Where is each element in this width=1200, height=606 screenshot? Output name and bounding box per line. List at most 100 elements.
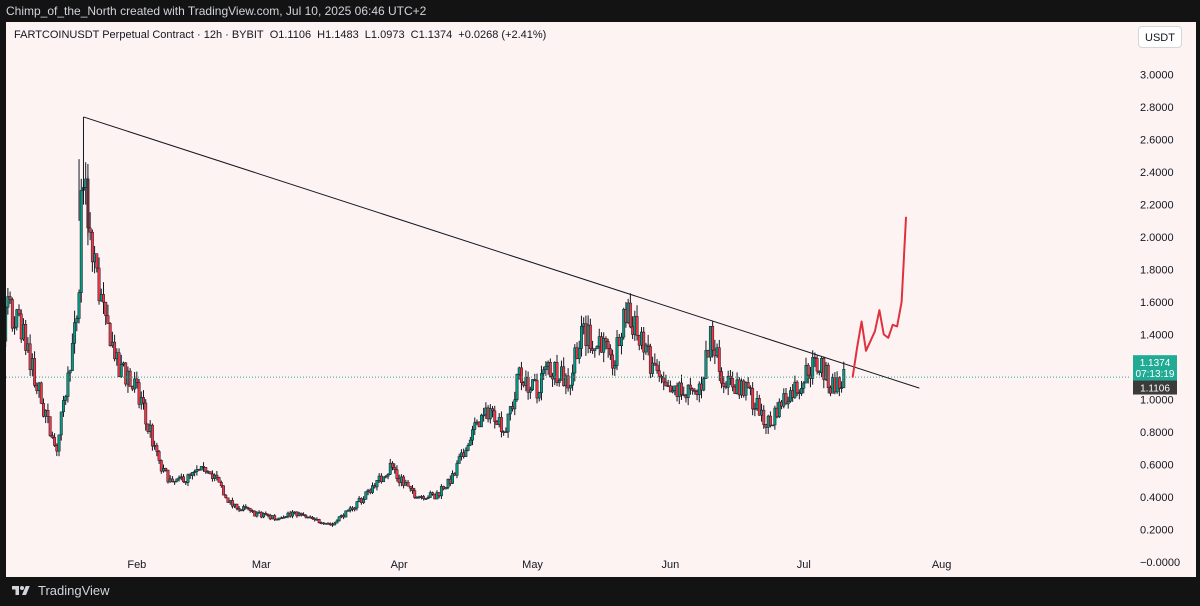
- candle: [8, 291, 12, 304]
- candle: [255, 511, 259, 518]
- candle: [46, 403, 50, 424]
- candle: [66, 366, 70, 403]
- candle: [466, 443, 470, 452]
- candle-body: [128, 370, 132, 387]
- candle: [62, 395, 65, 417]
- candle-body: [571, 372, 575, 386]
- candle: [75, 315, 79, 332]
- candle-body: [75, 318, 79, 323]
- candle-body: [840, 387, 844, 389]
- tradingview-brand[interactable]: TradingView: [10, 583, 110, 598]
- candle-body: [513, 399, 517, 410]
- candle: [671, 385, 675, 394]
- candle: [753, 402, 757, 417]
- candle-body: [762, 409, 766, 425]
- candle-body: [150, 424, 154, 447]
- candle: [444, 487, 448, 490]
- candle-body: [555, 361, 559, 383]
- candle-body: [42, 403, 45, 417]
- y-tick-label: 0.8000: [1140, 427, 1174, 439]
- legend-close: C1.1374: [410, 29, 453, 41]
- candle: [106, 304, 110, 324]
- candle-body: [722, 382, 726, 387]
- candle: [726, 370, 730, 396]
- candle: [402, 475, 406, 489]
- candle-body: [235, 503, 239, 509]
- candle: [262, 512, 266, 519]
- y-tick-label: 2.2000: [1140, 200, 1174, 212]
- legend-open: O1.1106: [269, 29, 312, 41]
- x-tick-label: Feb: [127, 559, 146, 571]
- candle-body: [717, 347, 721, 372]
- candle: [468, 436, 472, 446]
- candle-body: [411, 487, 414, 491]
- currency-button[interactable]: USDT: [1138, 26, 1182, 48]
- candle: [6, 305, 8, 347]
- candle-body: [806, 365, 810, 376]
- candle-body: [17, 309, 21, 315]
- candle: [317, 518, 321, 524]
- x-axis[interactable]: Feb Mar Apr May Jun Jul Aug: [127, 559, 951, 571]
- candle: [680, 374, 683, 400]
- candle-body: [262, 513, 266, 518]
- candle: [33, 351, 37, 388]
- candle-body: [346, 510, 350, 512]
- candle-body: [580, 326, 583, 349]
- candle-body: [786, 400, 790, 405]
- candle: [642, 327, 646, 361]
- candle-body: [671, 390, 675, 393]
- candle-body: [371, 485, 374, 493]
- candle-body: [208, 471, 212, 475]
- candle: [602, 332, 606, 363]
- candle-body: [353, 507, 357, 510]
- candle-body: [170, 478, 174, 482]
- candle: [10, 297, 14, 332]
- candle-body: [248, 508, 252, 511]
- candle: [355, 501, 359, 511]
- x-tick-label: Jun: [662, 559, 680, 571]
- x-tick-label: May: [522, 559, 543, 571]
- candle: [464, 447, 468, 457]
- candle: [615, 330, 619, 371]
- brand-name: TradingView: [38, 583, 110, 598]
- candle-body: [133, 378, 137, 390]
- y-axis[interactable]: 3.20003.00002.80002.60002.40002.20002.00…: [1140, 37, 1180, 569]
- candle-body: [375, 480, 379, 488]
- candle: [208, 471, 212, 475]
- candle-body: [573, 347, 577, 374]
- candle-body: [237, 508, 241, 511]
- candle: [813, 352, 817, 368]
- candle: [375, 480, 379, 491]
- candle-body: [142, 397, 145, 404]
- y-tick-label: 1.4000: [1140, 330, 1174, 342]
- candle: [248, 507, 252, 513]
- candle-body: [531, 379, 535, 391]
- candle: [422, 494, 426, 501]
- candle: [795, 380, 799, 397]
- candle: [622, 307, 626, 340]
- candle: [15, 308, 19, 331]
- candle: [135, 371, 139, 389]
- candle-body: [813, 357, 817, 359]
- price-chart[interactable]: 3.20003.00002.80002.60002.40002.20002.00…: [6, 22, 1196, 577]
- candle: [762, 405, 766, 429]
- candle-body: [384, 475, 388, 478]
- candle: [64, 394, 68, 405]
- candle-body: [428, 492, 432, 498]
- candle: [537, 391, 541, 402]
- candle: [386, 473, 390, 480]
- candle-body: [642, 331, 646, 353]
- candle: [535, 373, 539, 404]
- candle: [170, 476, 174, 483]
- open-price-label-bg: [1133, 380, 1177, 395]
- chart-panel[interactable]: 3.20003.00002.80002.60002.40002.20002.00…: [6, 22, 1196, 577]
- candle-body: [482, 414, 486, 417]
- candle: [50, 431, 54, 439]
- candle: [682, 386, 686, 397]
- candle-body: [471, 429, 474, 441]
- candle: [128, 368, 132, 387]
- candle: [362, 496, 366, 505]
- candle-body: [108, 323, 112, 346]
- candle-body: [175, 478, 179, 482]
- x-tick-label: Aug: [932, 559, 952, 571]
